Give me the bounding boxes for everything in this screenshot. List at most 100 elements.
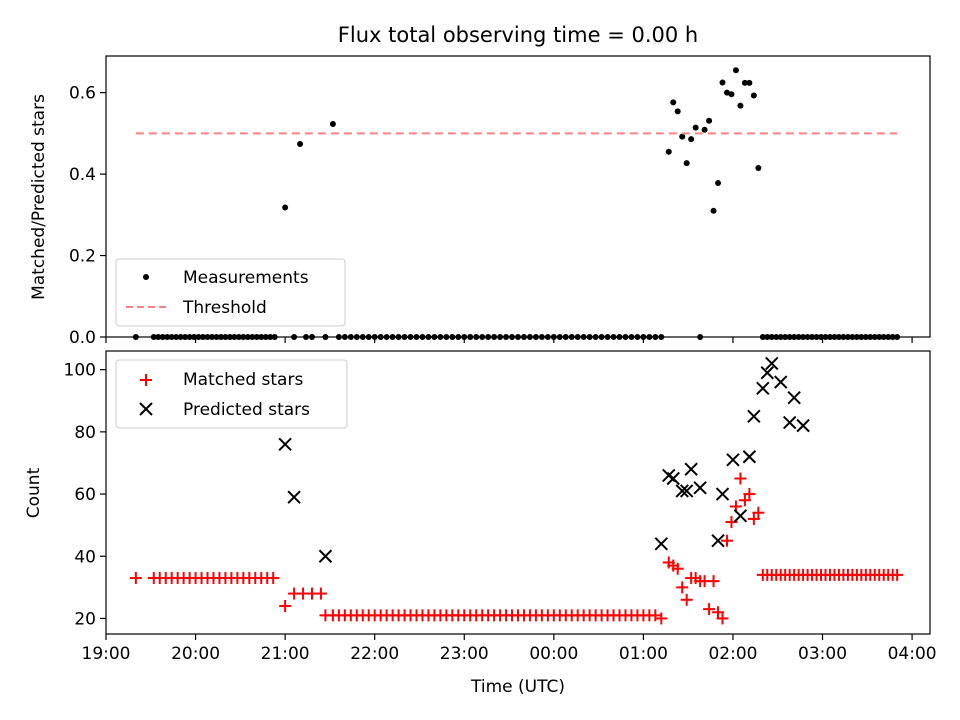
- matched-stars-point: [720, 534, 733, 547]
- predicted-stars-point: [742, 450, 757, 464]
- matched-stars-point: [314, 587, 327, 600]
- x-tick-label: 00:00: [529, 644, 578, 664]
- measurements-point: [728, 91, 735, 98]
- measurements-point: [746, 79, 753, 86]
- measurements-point: [665, 148, 672, 155]
- measurements-point: [706, 117, 713, 124]
- count-marks: [129, 356, 904, 625]
- matched-stars-point: [738, 494, 751, 507]
- count-y-tick-label: 40: [74, 547, 96, 567]
- matched-stars-point: [747, 512, 760, 525]
- x-tick-label: 23:00: [440, 644, 489, 664]
- x-tick-label: 20:00: [171, 644, 220, 664]
- predicted-stars-point: [287, 490, 301, 504]
- matched-stars-point: [707, 575, 720, 588]
- ratio-legend-box: [115, 258, 346, 327]
- predicted-stars-point: [278, 437, 292, 452]
- threshold-legend-label: Threshold: [182, 298, 267, 318]
- measurements-point: [282, 204, 289, 211]
- predicted-stars-point: [654, 537, 669, 551]
- ratio-plot-frame: [105, 55, 931, 338]
- matched-stars-point: [676, 581, 689, 594]
- predicted-stars-point: [711, 533, 725, 548]
- matched-stars-point: [752, 506, 765, 519]
- count-y-axis-label: Count: [24, 467, 44, 518]
- predicted-stars-point: [747, 409, 761, 424]
- measurements-point: [692, 124, 699, 131]
- x-tick-label: 21:00: [261, 644, 310, 664]
- ratio-axis-ticks: 0.0 0.2 0.4 0.6: [69, 84, 913, 348]
- ratio-panel: 0.0 0.2 0.4 0.6 Matched/Predicted stars Mea…: [29, 55, 931, 348]
- measurements-point: [741, 79, 748, 86]
- figure-title: Flux total observing time = 0.00 h: [338, 23, 698, 47]
- ratio-y-tick-label: 0.6: [69, 84, 96, 104]
- predicted-stars-point: [782, 415, 797, 430]
- predicted-stars-point: [318, 549, 333, 563]
- x-tick-label: 22:00: [350, 644, 399, 664]
- predicted-stars-point: [787, 390, 801, 405]
- measurements-point: [701, 126, 708, 133]
- count-panel: 19:00 20:00 21:00 22:00 23:00 00:00 01:00 02:00…: [24, 350, 937, 697]
- x-tick-label: 01:00: [619, 644, 668, 664]
- x-tick-label: 03:00: [798, 644, 847, 664]
- ratio-legend: Measurements Threshold: [115, 258, 346, 327]
- measurements-point: [737, 102, 744, 109]
- matched-stars-point: [703, 603, 716, 616]
- ratio-y-tick-label: 0.0: [69, 328, 96, 348]
- count-x-axis-label: Time (UTC): [470, 677, 565, 697]
- measurements-point: [679, 133, 686, 140]
- ratio-y-tick-label: 0.4: [69, 165, 96, 185]
- matched-stars-point: [891, 568, 904, 581]
- count-y-tick-label: 60: [74, 485, 96, 505]
- matched-stars-point: [267, 572, 280, 585]
- measurements-point: [670, 99, 677, 106]
- predicted-stars-point: [726, 453, 740, 467]
- predicted-stars-point: [693, 481, 707, 495]
- count-y-tick-label: 80: [74, 423, 96, 443]
- measurements-point: [674, 108, 681, 115]
- predicted-stars-point: [675, 484, 689, 498]
- ratio-y-tick-label: 0.2: [69, 247, 96, 267]
- x-tick-label: 02:00: [708, 644, 757, 664]
- matched-stars-legend-marker: [140, 374, 152, 386]
- predicted-stars-point: [715, 487, 730, 501]
- predicted-stars-point: [679, 484, 694, 498]
- measurements-legend-label: Measurements: [183, 268, 309, 288]
- measurements-legend-marker: [143, 274, 149, 280]
- measurements-point: [710, 207, 717, 214]
- measurements-point: [719, 79, 726, 86]
- measurements-point: [297, 140, 304, 147]
- count-legend: Matched stars Predicted stars: [115, 359, 348, 429]
- predicted-stars-legend-marker: [139, 402, 153, 416]
- predicted-stars-point: [733, 509, 748, 523]
- measurements-point: [755, 164, 762, 171]
- predicted-stars-point: [765, 356, 779, 371]
- matched-stars-point: [716, 612, 729, 625]
- measurements-point: [329, 121, 336, 128]
- predicted-stars-point: [760, 366, 774, 380]
- matched-stars-legend-label: Matched stars: [183, 370, 303, 390]
- matched-stars-point: [712, 606, 725, 619]
- measurements-point: [732, 67, 739, 74]
- matched-stars-point: [279, 600, 292, 613]
- matched-stars-point: [671, 562, 684, 575]
- measurements-point: [750, 92, 757, 99]
- predicted-stars-point: [684, 462, 698, 476]
- predicted-stars-point: [756, 381, 770, 396]
- matched-stars-point: [743, 488, 756, 501]
- count-legend-box: [115, 359, 348, 429]
- predicted-stars-legend-label: Predicted stars: [183, 400, 310, 420]
- count-y-tick-label: 20: [74, 609, 96, 629]
- count-y-tick-label: 100: [64, 361, 96, 381]
- predicted-stars-point: [796, 418, 810, 433]
- predicted-stars-point: [774, 375, 788, 389]
- measurements-point: [688, 136, 695, 143]
- matched-stars-point: [655, 612, 668, 625]
- matched-stars-point: [734, 472, 747, 485]
- count-axis-ticks: 19:00 20:00 21:00 22:00 23:00 00:00 01:00 02:00…: [64, 361, 937, 664]
- measurements-point: [715, 180, 722, 187]
- ratio-y-axis-label: Matched/Predicted stars: [29, 94, 49, 300]
- measurements-point: [683, 160, 690, 167]
- x-tick-label: 04:00: [888, 644, 937, 664]
